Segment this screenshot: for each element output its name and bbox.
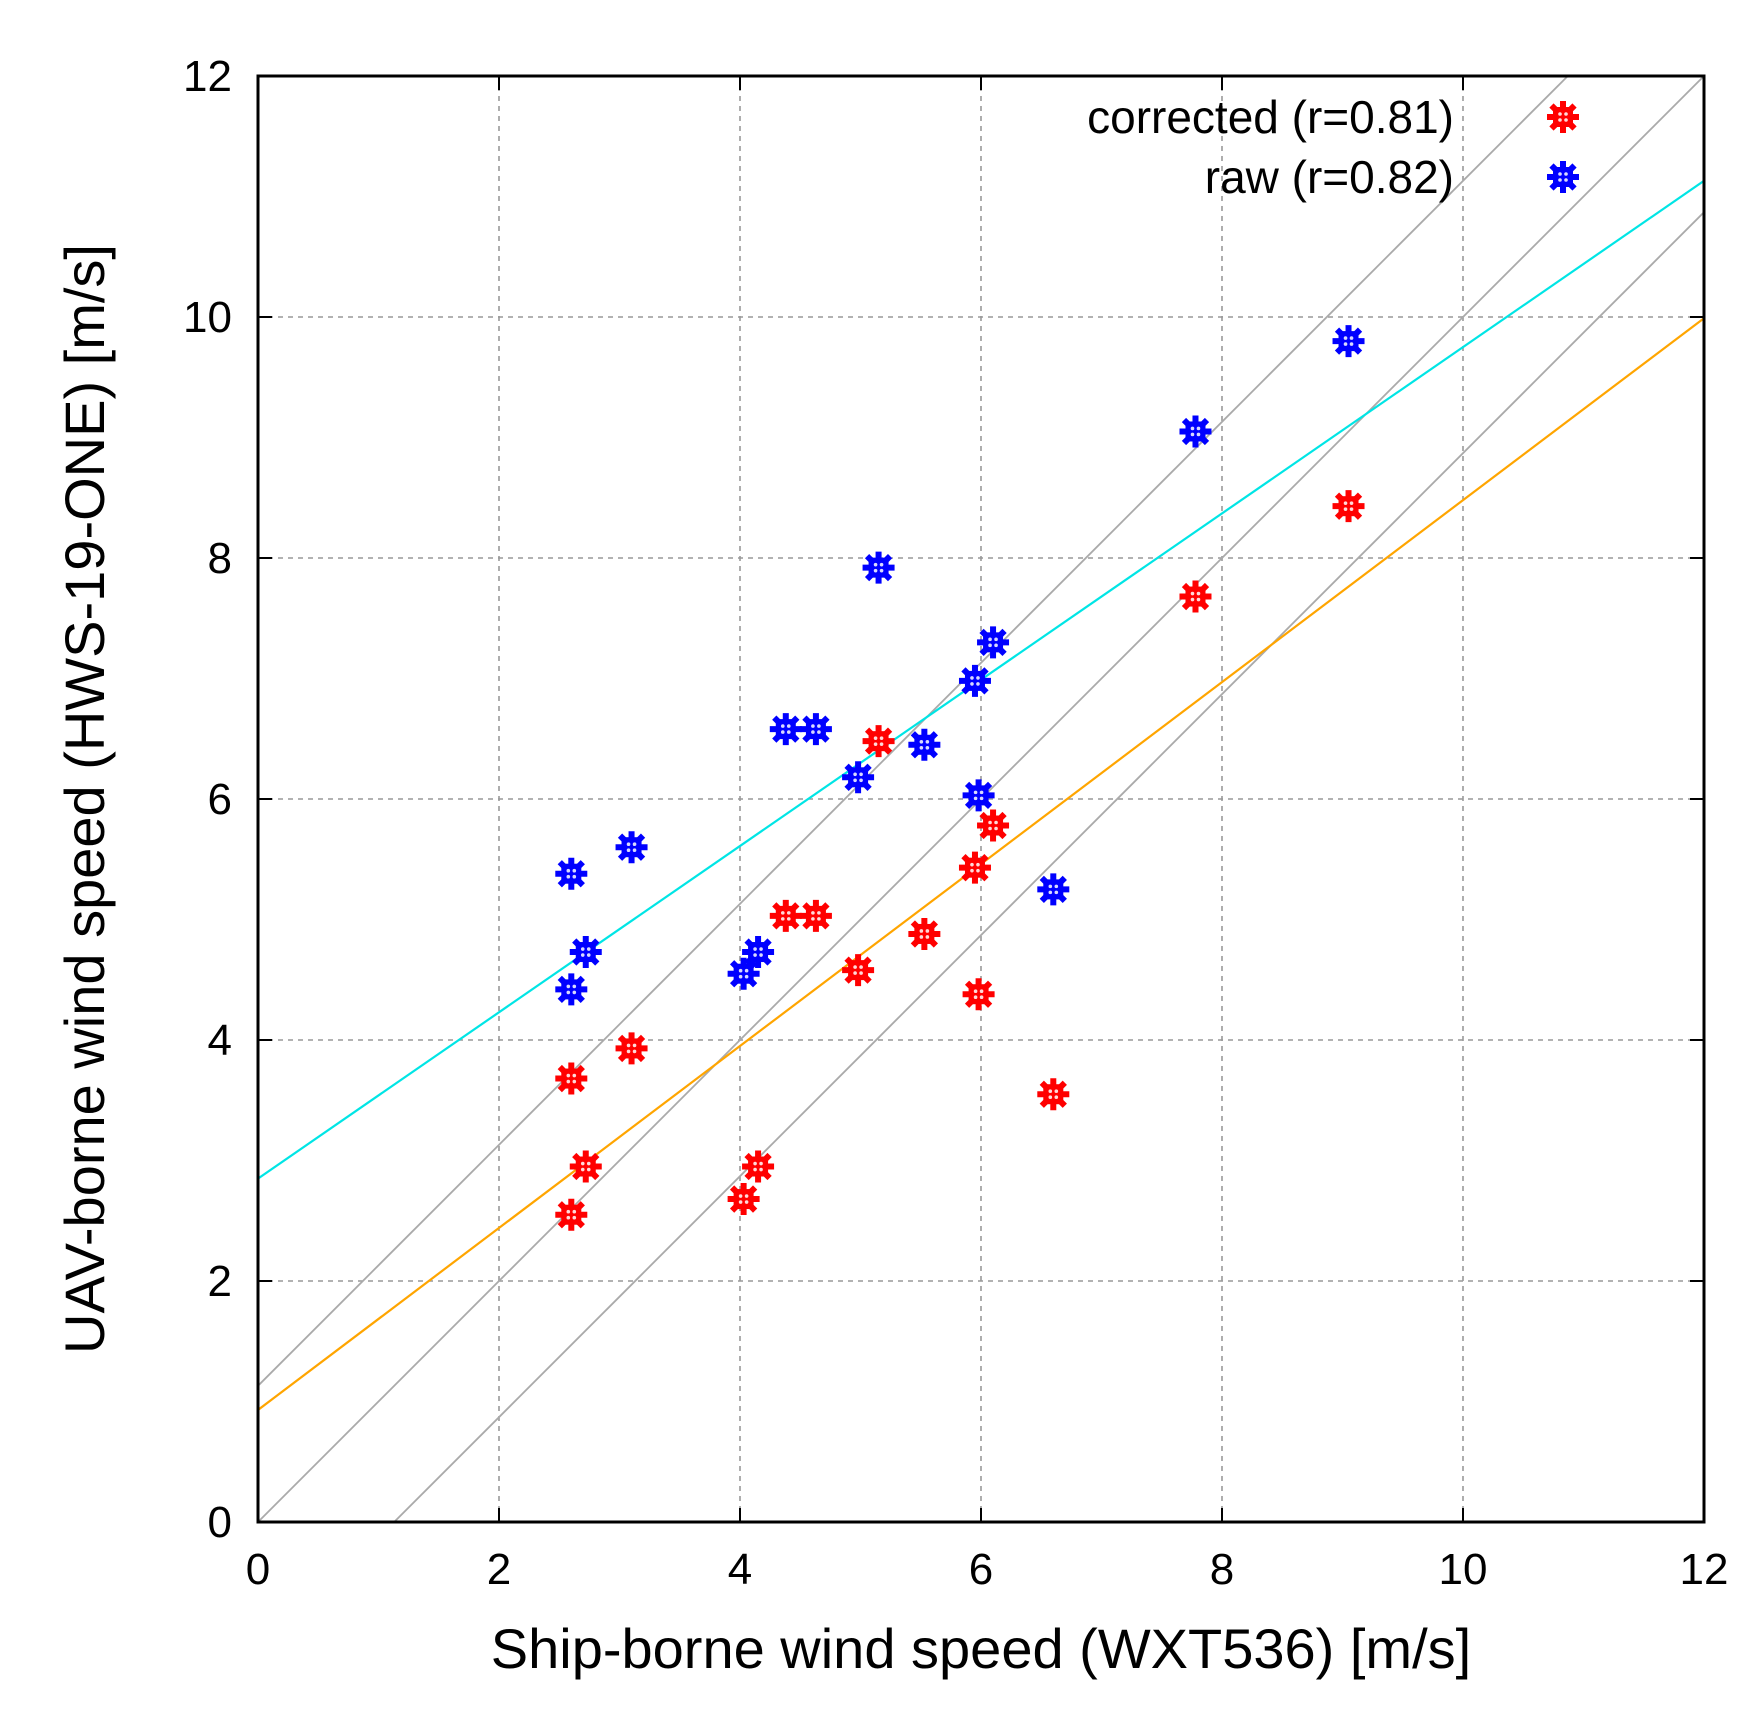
corrected-point — [1179, 580, 1212, 613]
corrected-point — [962, 978, 995, 1011]
points-layer — [555, 325, 1365, 1231]
raw-point — [908, 728, 941, 761]
y-tick-label: 6 — [208, 775, 232, 824]
corrected-point — [977, 809, 1010, 842]
raw-point — [1332, 325, 1365, 358]
raw-point — [727, 957, 760, 990]
corrected-point — [908, 917, 941, 950]
corrected-point — [769, 899, 802, 932]
corrected-point — [742, 1150, 775, 1183]
raw-point — [742, 936, 775, 969]
corrected-point — [727, 1183, 760, 1216]
y-tick-label: 8 — [208, 534, 232, 583]
x-axis-title: Ship-borne wind speed (WXT536) [m/s] — [491, 1617, 1471, 1680]
raw-point — [862, 551, 895, 584]
raw-point — [842, 761, 875, 794]
corrected-point — [862, 725, 895, 758]
raw-point — [977, 626, 1010, 659]
corrected-point — [615, 1032, 648, 1065]
x-tick-label: 6 — [969, 1545, 993, 1594]
x-tick-label: 12 — [1680, 1545, 1729, 1594]
raw-point — [555, 857, 588, 890]
legend: corrected (r=0.81) raw (r=0.82) — [1087, 91, 1579, 203]
y-tick-label: 0 — [208, 1498, 232, 1547]
corrected-point — [1037, 1078, 1070, 1111]
x-tick-label: 2 — [487, 1545, 511, 1594]
raw-point — [962, 779, 995, 812]
x-tick-label: 4 — [728, 1545, 752, 1594]
raw-point — [958, 664, 991, 697]
x-tick-label: 0 — [246, 1545, 270, 1594]
y-tick-label: 12 — [183, 52, 232, 101]
corrected-point — [958, 851, 991, 884]
corrected-point — [1332, 490, 1365, 523]
raw-point — [569, 936, 602, 969]
raw-point — [555, 973, 588, 1006]
x-tick-label: 8 — [1210, 1545, 1234, 1594]
legend-label-raw: raw (r=0.82) — [1205, 151, 1454, 203]
x-tick-label: 10 — [1439, 1545, 1488, 1594]
y-tick-label: 4 — [208, 1016, 232, 1065]
corrected-point — [569, 1150, 602, 1183]
corrected-point — [842, 954, 875, 987]
corrected-point — [555, 1062, 588, 1095]
axis-ticks: 0 2 4 6 8 10 12 0 2 4 6 8 10 12 — [183, 52, 1728, 1594]
raw-point — [615, 831, 648, 864]
raw-point — [769, 713, 802, 746]
legend-label-corrected: corrected (r=0.81) — [1087, 91, 1454, 143]
legend-marker-corrected — [1547, 101, 1579, 133]
y-tick-label: 2 — [208, 1257, 232, 1306]
corrected-point — [555, 1198, 588, 1231]
reference-line-2 — [392, 211, 1704, 1522]
raw-point — [799, 713, 832, 746]
reference-line-1 — [258, 76, 1570, 1387]
raw-point — [1179, 415, 1212, 448]
raw-point — [1037, 873, 1070, 906]
y-axis-title: UAV-borne wind speed (HWS-19-ONE) [m/s] — [53, 244, 116, 1354]
legend-marker-raw — [1547, 161, 1579, 193]
corrected-point — [799, 899, 832, 932]
y-tick-label: 10 — [183, 293, 232, 342]
